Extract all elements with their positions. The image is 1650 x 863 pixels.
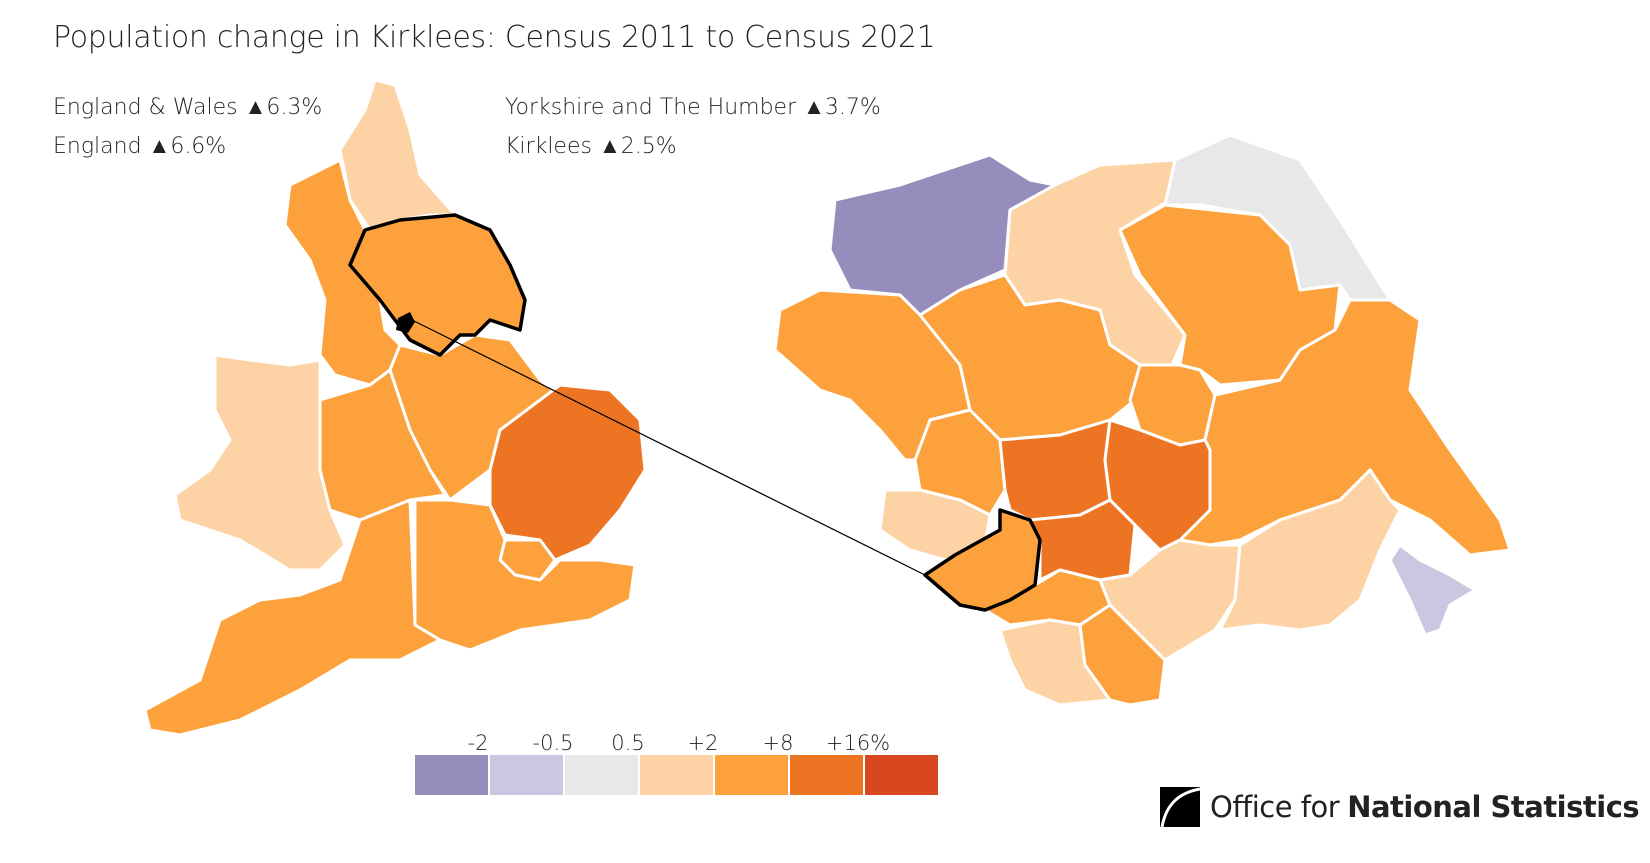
legend-swatch xyxy=(565,755,638,795)
map-title: Population change in Kirklees: Census 20… xyxy=(53,20,936,55)
district[interactable] xyxy=(1388,543,1477,637)
legend-tick: +2 xyxy=(687,731,719,755)
region-yorkshire-humber[interactable] xyxy=(348,213,527,357)
legend-swatch xyxy=(490,755,563,795)
connector-line xyxy=(407,317,926,576)
region-south-west[interactable] xyxy=(143,498,442,737)
legend xyxy=(415,755,940,795)
logo-text-light: Office for xyxy=(1210,790,1340,824)
logo-text-bold: National Statistics xyxy=(1347,790,1640,824)
england-wales-map xyxy=(143,78,647,737)
stat-england: England ▲6.6% xyxy=(53,134,227,159)
legend-swatch xyxy=(790,755,863,795)
yorkshire-map xyxy=(773,133,1512,707)
ons-logo: Office for National Statistics xyxy=(1160,787,1640,827)
ons-logo-icon xyxy=(1160,787,1200,827)
legend-tick: +16% xyxy=(825,731,891,755)
stat-area: Kirklees ▲2.5% xyxy=(505,134,677,159)
region-south-east[interactable] xyxy=(413,498,637,652)
kirklees-marker xyxy=(396,312,415,333)
district[interactable] xyxy=(1218,468,1402,632)
region-wales[interactable] xyxy=(173,353,347,572)
legend-swatch xyxy=(865,755,938,795)
stat-england-wales: England & Wales ▲6.3% xyxy=(53,95,323,120)
legend-swatch xyxy=(415,755,488,795)
legend-swatch xyxy=(640,755,713,795)
district[interactable] xyxy=(1103,418,1212,552)
legend-tick: -2 xyxy=(467,731,489,755)
legend-swatch xyxy=(715,755,788,795)
district[interactable] xyxy=(1098,538,1242,662)
stat-region: Yorkshire and The Humber ▲3.7% xyxy=(505,95,881,120)
legend-tick: -0.5 xyxy=(532,731,574,755)
region-north-east[interactable] xyxy=(338,78,457,232)
legend-tick: 0.5 xyxy=(611,731,645,755)
district-kirklees[interactable] xyxy=(923,508,1042,612)
legend-tick: +8 xyxy=(762,731,794,755)
